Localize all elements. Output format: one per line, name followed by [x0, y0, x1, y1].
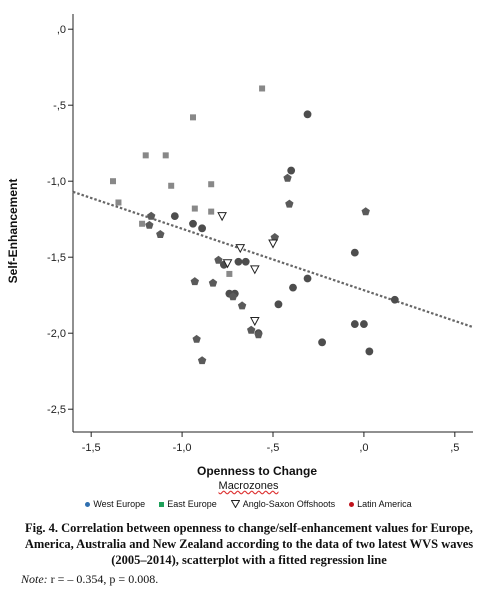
point-pentagon — [156, 230, 165, 238]
point-circle — [287, 166, 296, 175]
point-pentagon — [270, 233, 279, 241]
point-circle — [303, 110, 312, 119]
y-tick-label: -2,5 — [47, 404, 66, 416]
point-triangle — [249, 265, 260, 275]
x-tick-label: -1,0 — [173, 442, 192, 454]
legend-item-west-europe: West Europe — [85, 499, 145, 509]
point-pentagon — [145, 220, 154, 229]
point-circle — [234, 257, 243, 266]
y-tick-label: -2,0 — [47, 328, 66, 340]
point-pentagon — [228, 292, 238, 301]
point-circle — [189, 219, 197, 228]
point-pentagon — [192, 334, 201, 343]
y-tick-label: -1,0 — [47, 176, 66, 188]
axes — [68, 14, 473, 437]
scatter-chart: -1,5 -1,0 -,5 ,0 ,5 ,0 -,5 -1,0 -1,5 -2,0 -2,5 Ope… — [6, 14, 474, 478]
point-circle — [241, 257, 250, 266]
point-pentagon — [208, 278, 218, 287]
y-axis-label: Self-Enhancement — [6, 179, 20, 284]
point-square — [226, 270, 233, 277]
point-circle — [390, 295, 399, 304]
point-pentagon — [197, 356, 207, 365]
x-tick-label: -1,5 — [82, 442, 101, 454]
figure-note: Note: r = – 0.354, p = 0.008. — [21, 572, 158, 587]
point-pentagon — [237, 301, 247, 310]
tick-labels: -1,5 -1,0 -,5 ,0 ,5 ,0 -,5 -1,0 -1,5 -2,0 -2,5 — [47, 24, 459, 454]
regression-line — [72, 190, 474, 329]
legend-swatch-latin-america — [349, 501, 355, 507]
point-square — [259, 85, 266, 92]
point-triangle — [249, 317, 260, 327]
legend-label-anglo-saxon: Anglo-Saxon Offshoots — [242, 499, 336, 509]
x-tick-label: -,5 — [267, 442, 280, 454]
point-square — [142, 152, 149, 159]
y-tick-label: -1,5 — [47, 252, 66, 264]
x-tick-label: ,5 — [450, 442, 459, 454]
point-pentagon — [254, 330, 263, 339]
point-triangle — [217, 212, 227, 222]
point-circle — [350, 248, 359, 257]
fit-line — [72, 190, 474, 329]
point-pentagon — [190, 277, 199, 286]
point-pentagon — [214, 255, 223, 264]
point-pentagon — [247, 325, 256, 334]
point-square — [115, 199, 122, 206]
legend-items: West Europe East Europe Anglo-Saxon Offs… — [0, 499, 497, 509]
point-circle — [350, 320, 359, 328]
y-tick-label: ,0 — [57, 24, 66, 36]
point-circle — [318, 338, 326, 347]
point-circle — [198, 224, 206, 233]
point-circle — [303, 274, 312, 283]
note-label: Note: — [21, 572, 48, 586]
point-triangle — [268, 239, 278, 249]
point-circle — [289, 283, 297, 292]
legend-label-west-europe: West Europe — [93, 499, 146, 509]
point-pentagon — [147, 211, 156, 220]
point-triangle — [235, 244, 246, 254]
point-circle — [360, 320, 368, 328]
point-pentagon — [285, 199, 294, 208]
point-pentagon — [361, 207, 370, 216]
y-tick-label: -,5 — [53, 100, 66, 112]
data-points — [110, 85, 399, 365]
point-square — [139, 220, 146, 227]
legend-label-latin-america: Latin America — [357, 499, 412, 509]
x-axis-label: Openness to Change — [197, 464, 317, 478]
legend-swatch-anglo-saxon — [230, 500, 240, 508]
point-square — [162, 152, 169, 159]
x-tick-label: ,0 — [359, 442, 368, 454]
legend-label-east-europe: East Europe — [167, 499, 217, 509]
figure-caption: Fig. 4. Correlation between openness to … — [24, 521, 474, 567]
point-square — [208, 208, 215, 215]
point-square — [191, 205, 198, 212]
legend-swatch-east-europe — [159, 501, 165, 507]
point-square — [110, 178, 116, 185]
legend-item-anglo-saxon: Anglo-Saxon Offshoots — [230, 499, 336, 509]
point-pentagon — [283, 173, 292, 182]
point-circle — [274, 300, 283, 309]
point-square — [168, 182, 175, 189]
point-square — [208, 181, 215, 188]
point-square — [190, 114, 196, 121]
legend-item-east-europe: East Europe — [159, 499, 217, 509]
point-circle — [365, 347, 374, 356]
note-text: r = – 0.354, p = 0.008. — [50, 572, 159, 586]
legend-title: Macrozones — [218, 480, 279, 492]
point-circle — [170, 212, 179, 221]
legend: Macrozones West Europe East Europe Anglo… — [0, 480, 497, 520]
point-triangle — [222, 259, 233, 269]
legend-item-latin-america: Latin America — [349, 499, 412, 509]
legend-swatch-west-europe — [85, 501, 91, 507]
